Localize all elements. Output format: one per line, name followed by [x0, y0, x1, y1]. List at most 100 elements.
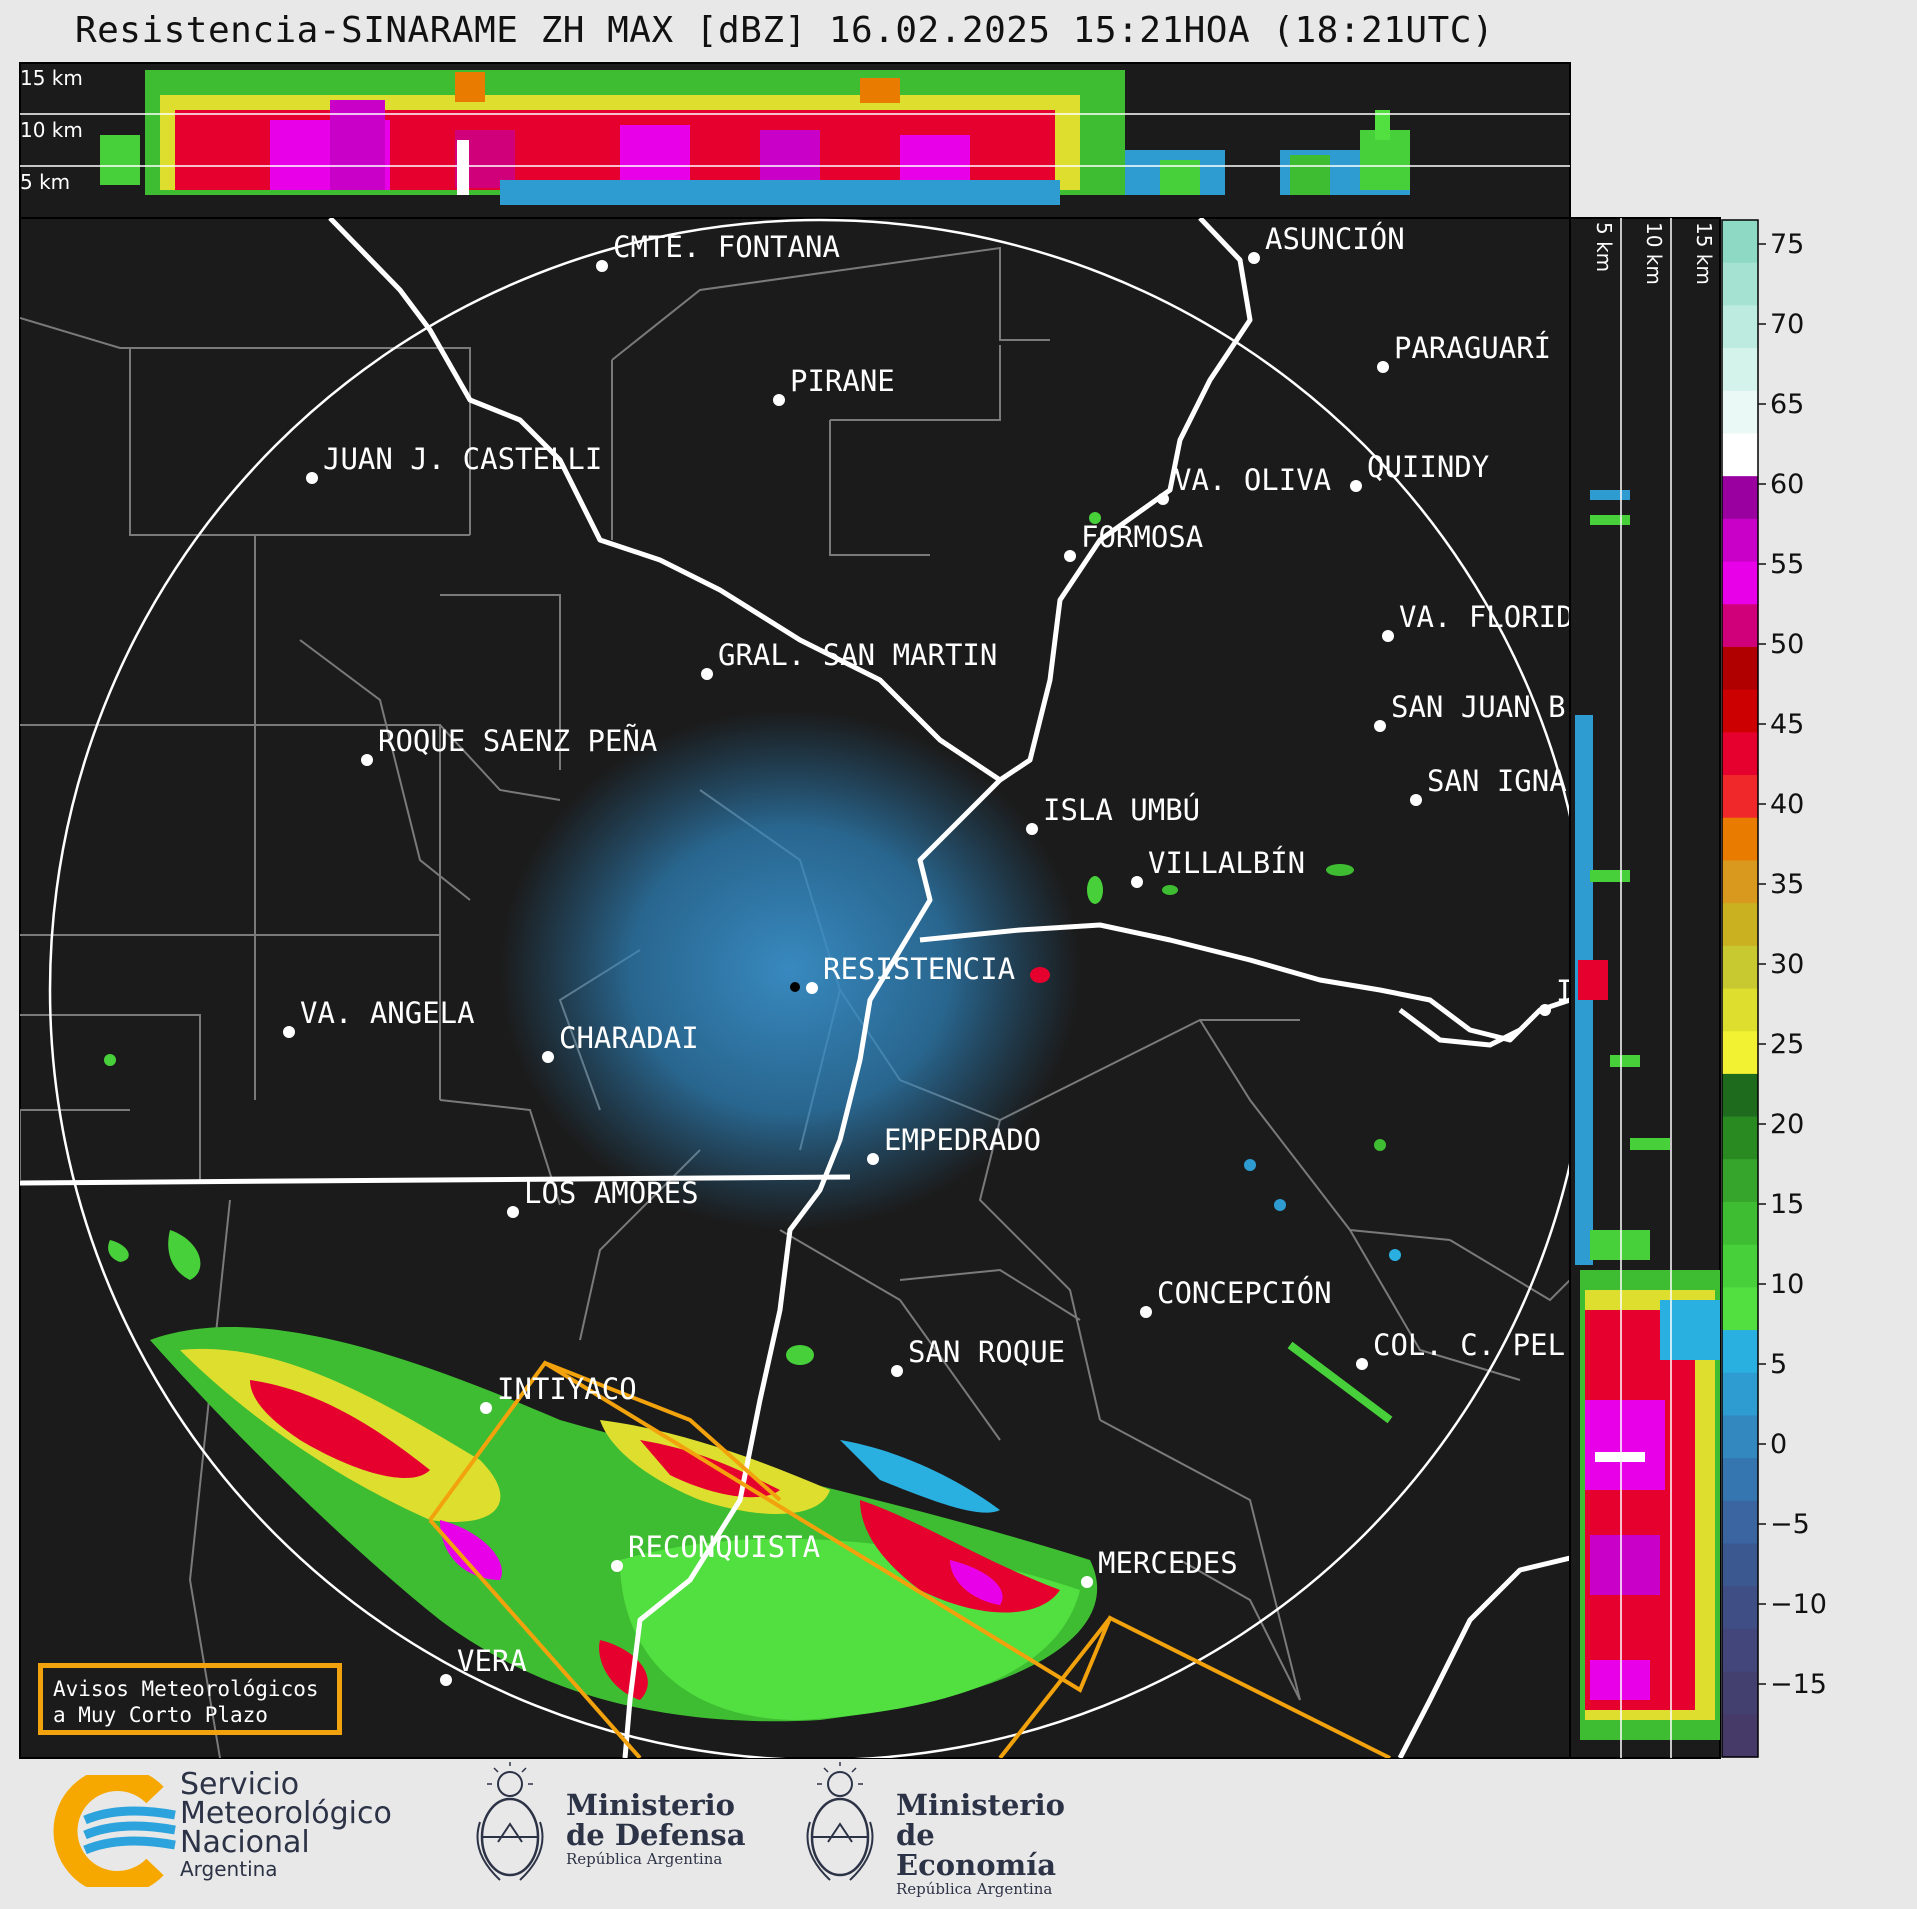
- city-marker: CONCEPCIÓN: [1140, 1276, 1332, 1318]
- city-dot: [611, 1560, 623, 1572]
- city-label: PIRANE: [790, 364, 895, 398]
- colorbar-segment: [1722, 1543, 1758, 1587]
- city-label: QUIINDY: [1367, 450, 1489, 484]
- right-cross-section-echoes: [1575, 490, 1720, 1740]
- city-dot: [507, 1206, 519, 1218]
- city-dot: [1382, 630, 1394, 642]
- city-dot: [806, 982, 818, 994]
- city-label: FORMOSA: [1081, 520, 1203, 554]
- city-marker: SAN IGNA: [1410, 764, 1567, 806]
- city-marker: VA. ANGELA: [283, 996, 475, 1038]
- city-marker: PIRANE: [773, 364, 895, 406]
- colorbar-segment: [1722, 518, 1758, 563]
- colorbar-segment: [1722, 689, 1758, 733]
- colorbar-tick-label: 45: [1770, 709, 1804, 740]
- city-label: SAN JUAN B: [1391, 690, 1566, 724]
- colorbar-segment: [1722, 646, 1758, 691]
- colorbar-segment: [1722, 860, 1758, 904]
- colorbar-segment: [1722, 732, 1758, 776]
- colorbar-tick-label: 20: [1770, 1109, 1804, 1140]
- top-height-label-15: 15 km: [20, 66, 83, 90]
- colorbar-segment: [1722, 988, 1758, 1032]
- smn-line-3: Nacional: [180, 1825, 310, 1860]
- colorbar-segment: [1722, 1330, 1758, 1374]
- defensa-sub: República Argentina: [566, 1850, 723, 1868]
- city-label: IT: [1556, 974, 1591, 1008]
- argentina-coat-of-arms-icon: [806, 1762, 874, 1881]
- city-marker: INTIYACO: [480, 1372, 637, 1414]
- city-marker: GRAL. SAN MARTIN: [701, 638, 997, 680]
- colorbar-segment: [1722, 262, 1758, 306]
- warnings-line-1: Avisos Meteorológicos: [53, 1677, 319, 1701]
- colorbar-segment: [1722, 1714, 1758, 1758]
- city-label: CMTE. FONTANA: [613, 230, 840, 264]
- colorbar-tick-label: 35: [1770, 869, 1804, 900]
- smn-line-1: Servicio: [180, 1767, 300, 1802]
- city-marker: JUAN J. CASTELLI: [306, 442, 602, 484]
- city-label: JUAN J. CASTELLI: [323, 442, 602, 476]
- colorbar-segment: [1722, 390, 1758, 435]
- city-dot: [1350, 480, 1362, 492]
- radar-map: CMTE. FONTANA ASUNCIÓN PARAGUARÍ PIRANE JUAN…: [19, 217, 1591, 1759]
- colorbar-segment: [1722, 220, 1758, 264]
- city-dot: [1377, 361, 1389, 373]
- colorbar-segment: [1722, 1458, 1758, 1502]
- colorbar-segment: [1722, 1159, 1758, 1203]
- city-dot: [1157, 493, 1169, 505]
- argentina-coat-of-arms-icon: [476, 1762, 544, 1881]
- colorbar-segment: [1722, 348, 1758, 392]
- city-dot: [1248, 252, 1260, 264]
- city-label: EMPEDRADO: [884, 1123, 1041, 1157]
- warnings-legend-box[interactable]: Avisos Meteorológicos a Muy Corto Plazo: [38, 1663, 342, 1735]
- city-marker: MERCEDES: [1081, 1546, 1238, 1588]
- city-dot: [542, 1051, 554, 1063]
- city-dot: [1539, 1004, 1551, 1016]
- city-layer: CMTE. FONTANA ASUNCIÓN PARAGUARÍ PIRANE JUAN…: [283, 222, 1591, 1686]
- city-dot: [1374, 720, 1386, 732]
- city-label: GRAL. SAN MARTIN: [718, 638, 997, 672]
- colorbar-tick-label: 60: [1770, 469, 1804, 500]
- city-label: VERA: [457, 1644, 527, 1678]
- colorbar-segment: [1722, 817, 1758, 862]
- city-marker: VILLALBÍN: [1131, 846, 1305, 888]
- city-marker: FORMOSA: [1064, 520, 1203, 562]
- colorbar-segment: [1722, 305, 1758, 349]
- top-cross-section-echoes: [100, 70, 1410, 205]
- city-marker: LOS AMORES: [507, 1176, 699, 1218]
- city-dot: [1081, 1576, 1093, 1588]
- right-height-label-5: 5 km: [1592, 222, 1616, 272]
- colorbar-tick-label: 0: [1770, 1429, 1787, 1460]
- rivers-borders: [20, 218, 1570, 1758]
- colorbar-segment: [1722, 903, 1758, 947]
- warning-polygons: [428, 1360, 1391, 1758]
- colorbar-segment: [1722, 1031, 1758, 1075]
- colorbar-tick-label: 55: [1770, 549, 1804, 580]
- top-cross-section: 15 km 10 km 5 km: [19, 62, 1571, 219]
- city-dot: [440, 1674, 452, 1686]
- city-label: VILLALBÍN: [1148, 846, 1305, 880]
- page-title: Resistencia-SINARAME ZH MAX [dBZ] 16.02.…: [74, 10, 1495, 51]
- city-marker: RESISTENCIA: [806, 952, 1015, 994]
- economia-line-1: Ministerio: [896, 1788, 1066, 1822]
- city-marker: RECONQUISTA: [611, 1530, 820, 1572]
- city-dot: [1064, 550, 1076, 562]
- top-height-label-10: 10 km: [20, 118, 83, 142]
- colorbar-tick-label: −10: [1770, 1589, 1827, 1620]
- city-label: ASUNCIÓN: [1265, 222, 1405, 256]
- radar-site-marker: [790, 982, 800, 992]
- city-label: CONCEPCIÓN: [1157, 1276, 1332, 1310]
- city-dot: [1140, 1306, 1152, 1318]
- city-dot: [361, 754, 373, 766]
- radar-clear-air-echo: [500, 710, 1080, 1230]
- colorbar-tick-label: −15: [1770, 1669, 1827, 1700]
- smn-logo: Servicio Meteorológico Nacional Argentin…: [50, 1770, 420, 1890]
- colorbar-tick-label: 10: [1770, 1269, 1804, 1300]
- colorbar-segment: [1722, 1628, 1758, 1673]
- city-marker: SAN ROQUE: [891, 1335, 1065, 1377]
- city-label: SAN IGNA: [1427, 764, 1567, 798]
- colorbar-segment: [1722, 1500, 1758, 1545]
- city-dot: [306, 472, 318, 484]
- city-dot: [867, 1153, 879, 1165]
- colorbar-segment: [1722, 1201, 1758, 1246]
